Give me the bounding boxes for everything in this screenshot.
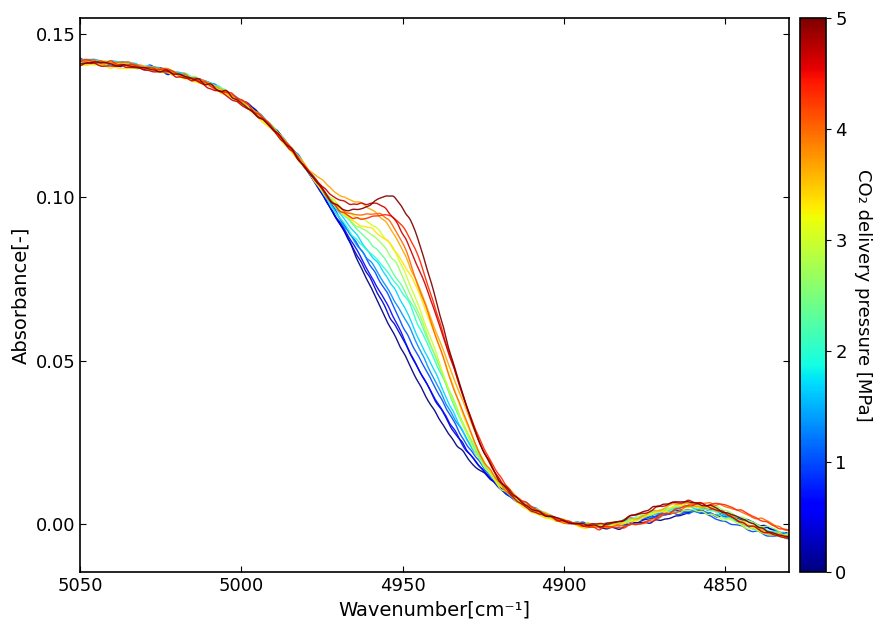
Y-axis label: CO₂ delivery pressure [MPa]: CO₂ delivery pressure [MPa] — [854, 169, 872, 422]
X-axis label: Wavenumber[cm⁻¹]: Wavenumber[cm⁻¹] — [339, 601, 531, 620]
Y-axis label: Absorbance[-]: Absorbance[-] — [11, 227, 30, 364]
